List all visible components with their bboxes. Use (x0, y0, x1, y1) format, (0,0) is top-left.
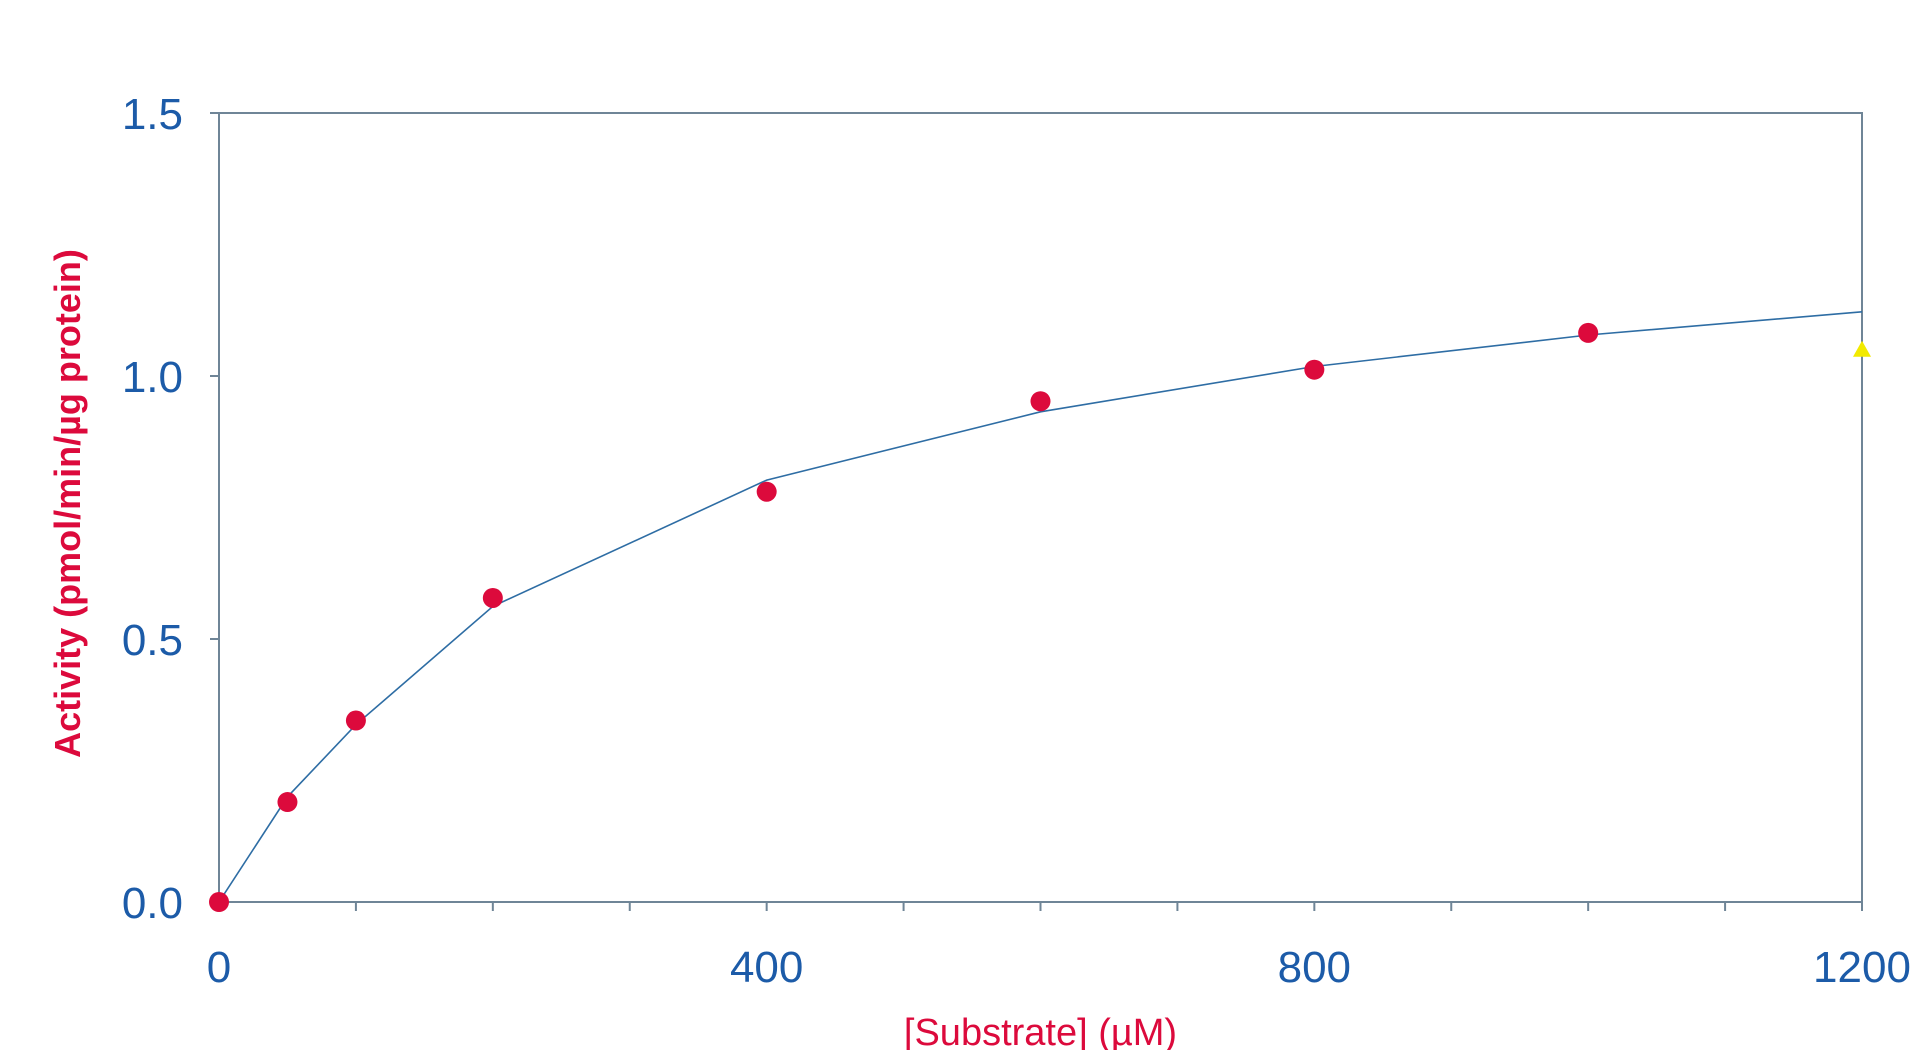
data-point (482, 587, 503, 608)
y-axis-ticks: 0.0 0.5 1.0 1.5 (122, 90, 219, 928)
triangle-point (1853, 340, 1871, 357)
data-point (1304, 359, 1325, 380)
y-tick-label: 1.5 (122, 90, 183, 139)
data-point (277, 792, 298, 813)
fit-curve-line (218, 311, 1863, 903)
data-point (756, 481, 777, 502)
data-point (209, 892, 229, 912)
data-point (1030, 391, 1051, 412)
series-lines (218, 311, 1863, 903)
data-point (345, 710, 366, 731)
x-axis-ticks: 0 400 800 1200 (207, 902, 1911, 992)
series-points (209, 322, 1871, 912)
y-tick-label: 0.0 (122, 879, 183, 928)
y-tick-label: 0.5 (122, 616, 183, 665)
data-point (1578, 322, 1599, 343)
x-tick-label: 1200 (1813, 943, 1911, 992)
x-axis-title: [Substrate] (µM) (904, 1012, 1177, 1050)
y-tick-label: 1.0 (122, 353, 183, 402)
x-tick-label: 0 (207, 943, 231, 992)
x-tick-label: 400 (730, 943, 803, 992)
y-axis-title: Activity (pmol/min/µg protein) (47, 249, 88, 758)
x-tick-label: 800 (1278, 943, 1351, 992)
